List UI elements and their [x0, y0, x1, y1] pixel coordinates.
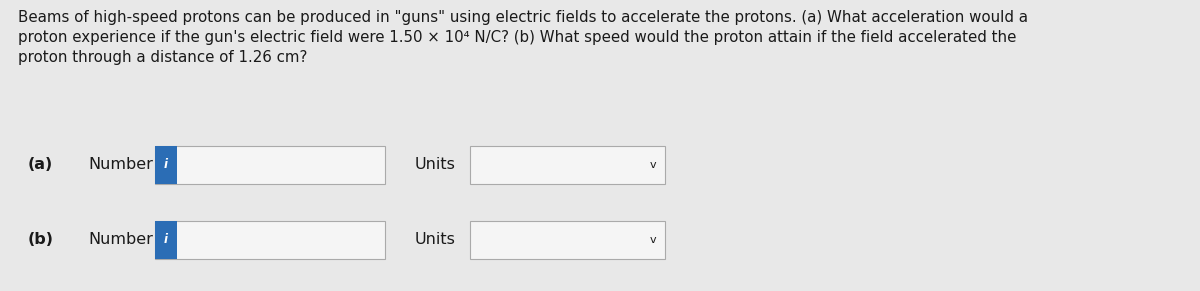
- Text: i: i: [164, 233, 168, 246]
- Text: Beams of high-speed protons can be produced in "guns" using electric fields to a: Beams of high-speed protons can be produ…: [18, 10, 1028, 25]
- Bar: [470, 221, 665, 259]
- Text: Units: Units: [415, 233, 456, 248]
- Bar: [470, 146, 665, 184]
- Text: Number: Number: [88, 233, 152, 248]
- Text: (b): (b): [28, 233, 54, 248]
- Text: (a): (a): [28, 157, 53, 173]
- Text: Units: Units: [415, 157, 456, 173]
- Bar: [155, 146, 178, 184]
- Text: proton through a distance of 1.26 cm?: proton through a distance of 1.26 cm?: [18, 50, 307, 65]
- Bar: [155, 221, 178, 259]
- Text: Number: Number: [88, 157, 152, 173]
- Bar: [155, 146, 385, 184]
- Bar: [155, 221, 385, 259]
- Text: v: v: [649, 160, 656, 170]
- Text: i: i: [164, 159, 168, 171]
- Text: v: v: [649, 235, 656, 245]
- Text: proton experience if the gun's electric field were 1.50 × 10⁴ N/C? (b) What spee: proton experience if the gun's electric …: [18, 30, 1016, 45]
